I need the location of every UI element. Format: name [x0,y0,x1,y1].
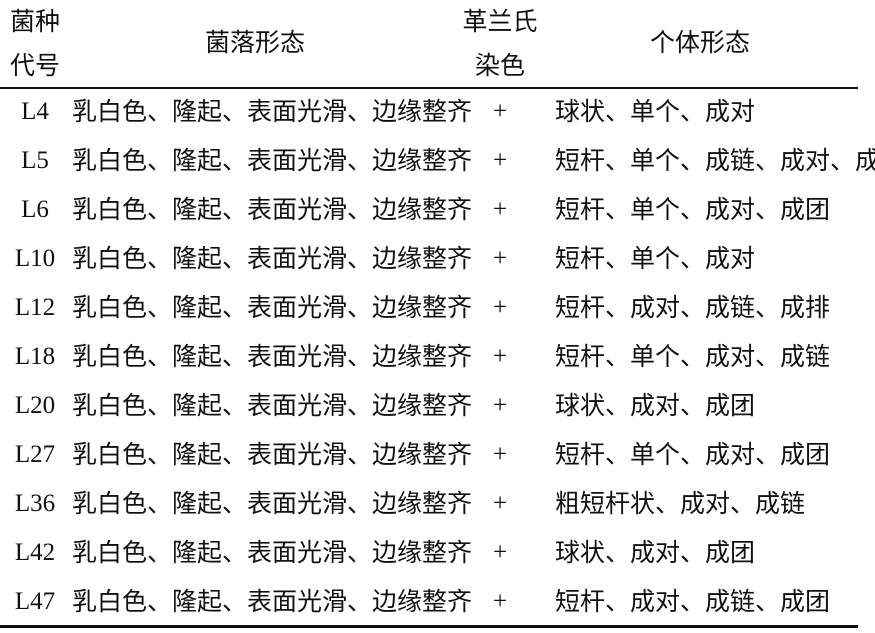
table-cell: 球状、成对、成团 [555,538,756,567]
strain-id: L36 [14,490,56,517]
strain-id: L4 [21,98,49,125]
table-cell: 短杆、单个、成对、成链 [555,342,831,371]
table-cell: + [492,392,508,419]
strain-id: L27 [14,441,56,468]
bottom-rule [0,625,858,628]
header-rule [0,87,858,89]
table-cell: 短杆、单个、成链、成对、成团 [555,146,875,175]
table-cell: + [492,539,508,566]
table-cell: 乳白色、隆起、表面光滑、边缘整齐 [72,146,473,175]
strain-id: L18 [14,343,56,370]
strain-id: L12 [14,294,56,321]
strain-id: L5 [21,147,49,174]
header-cell: 个体形态 [649,28,750,57]
strain-id: L47 [14,588,56,615]
table-cell: 乳白色、隆起、表面光滑、边缘整齐 [72,391,473,420]
table-cell: + [492,588,508,615]
table-cell: 乳白色、隆起、表面光滑、边缘整齐 [72,293,473,322]
strain-id: L6 [21,196,49,223]
table-cell: + [492,147,508,174]
table-cell: 乳白色、隆起、表面光滑、边缘整齐 [72,538,473,567]
table-cell: 短杆、成对、成链、成团 [555,587,831,616]
table-cell: 乳白色、隆起、表面光滑、边缘整齐 [72,440,473,469]
table-cell: 粗短杆状、成对、成链 [555,489,806,518]
table-cell: 乳白色、隆起、表面光滑、边缘整齐 [72,342,473,371]
table-cell: + [492,196,508,223]
header-cell: 菌落形态 [204,28,305,57]
table-cell: + [492,343,508,370]
strain-id: L20 [14,392,56,419]
table-cell: 短杆、单个、成对 [555,244,756,273]
header-cell: 菌种 [9,7,60,36]
table-cell: 乳白色、隆起、表面光滑、边缘整齐 [72,244,473,273]
table-cell: + [492,490,508,517]
table-cell: + [492,245,508,272]
table-cell: 球状、成对、成团 [555,391,756,420]
table-cell: 乳白色、隆起、表面光滑、边缘整齐 [72,195,473,224]
table-cell: + [492,294,508,321]
table-cell: 短杆、单个、成对、成团 [555,440,831,469]
table-cell: 短杆、成对、成链、成排 [555,293,831,322]
table-cell: + [492,441,508,468]
header-cell: 代号 [9,51,60,80]
table-cell: 乳白色、隆起、表面光滑、边缘整齐 [72,489,473,518]
header-cell: 革兰氏 [462,7,538,36]
strain-id: L42 [14,539,56,566]
strain-id: L10 [14,245,56,272]
table-cell: + [492,98,508,125]
table-cell: 乳白色、隆起、表面光滑、边缘整齐 [72,97,473,126]
table-cell: 短杆、单个、成对、成团 [555,195,831,224]
table-cell: 乳白色、隆起、表面光滑、边缘整齐 [72,587,473,616]
table-cell: 球状、单个、成对 [555,97,756,126]
header-cell: 染色 [474,51,525,80]
